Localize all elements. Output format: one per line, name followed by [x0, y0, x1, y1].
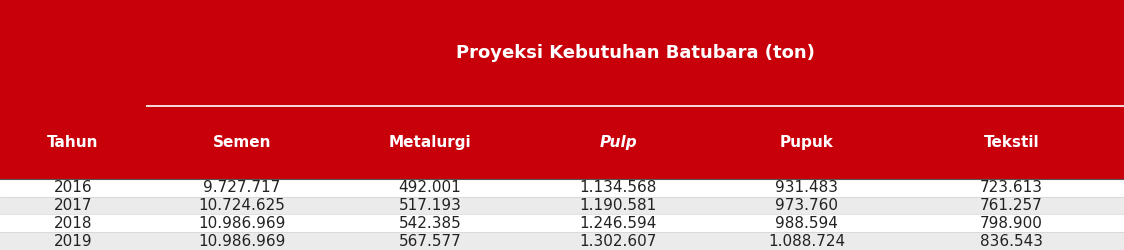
Text: 10.986.969: 10.986.969: [198, 234, 285, 248]
Text: 973.760: 973.760: [774, 198, 839, 213]
Bar: [0, 214, 1124, 232]
Text: 2019: 2019: [54, 234, 92, 248]
Text: 836.543: 836.543: [980, 234, 1043, 248]
Text: 10.724.625: 10.724.625: [198, 198, 285, 213]
Text: 798.900: 798.900: [980, 216, 1043, 231]
Bar: [0, 196, 1124, 214]
Text: 1.302.607: 1.302.607: [580, 234, 656, 248]
Bar: [0, 179, 1124, 196]
Text: Tahun: Tahun: [47, 135, 99, 150]
Text: 1.246.594: 1.246.594: [580, 216, 656, 231]
Text: 761.257: 761.257: [980, 198, 1043, 213]
Text: 542.385: 542.385: [399, 216, 461, 231]
Text: Pupuk: Pupuk: [780, 135, 833, 150]
Text: 2018: 2018: [54, 216, 92, 231]
Text: 10.986.969: 10.986.969: [198, 216, 285, 231]
Text: 9.727.717: 9.727.717: [203, 180, 280, 195]
Text: 517.193: 517.193: [399, 198, 461, 213]
Text: 1.134.568: 1.134.568: [580, 180, 656, 195]
Text: Semen: Semen: [212, 135, 271, 150]
Text: 1.088.724: 1.088.724: [768, 234, 845, 248]
Bar: [0, 232, 1124, 250]
Text: 492.001: 492.001: [399, 180, 461, 195]
Text: Tekstil: Tekstil: [984, 135, 1040, 150]
Text: 567.577: 567.577: [399, 234, 461, 248]
Text: Pulp: Pulp: [599, 135, 637, 150]
Text: 931.483: 931.483: [774, 180, 839, 195]
Text: 1.190.581: 1.190.581: [580, 198, 656, 213]
Text: 723.613: 723.613: [980, 180, 1043, 195]
Text: Proyeksi Kebutuhan Batubara (ton): Proyeksi Kebutuhan Batubara (ton): [455, 44, 815, 62]
Text: 2016: 2016: [54, 180, 92, 195]
Text: Metalurgi: Metalurgi: [389, 135, 471, 150]
Text: 2017: 2017: [54, 198, 92, 213]
Text: 988.594: 988.594: [776, 216, 837, 231]
